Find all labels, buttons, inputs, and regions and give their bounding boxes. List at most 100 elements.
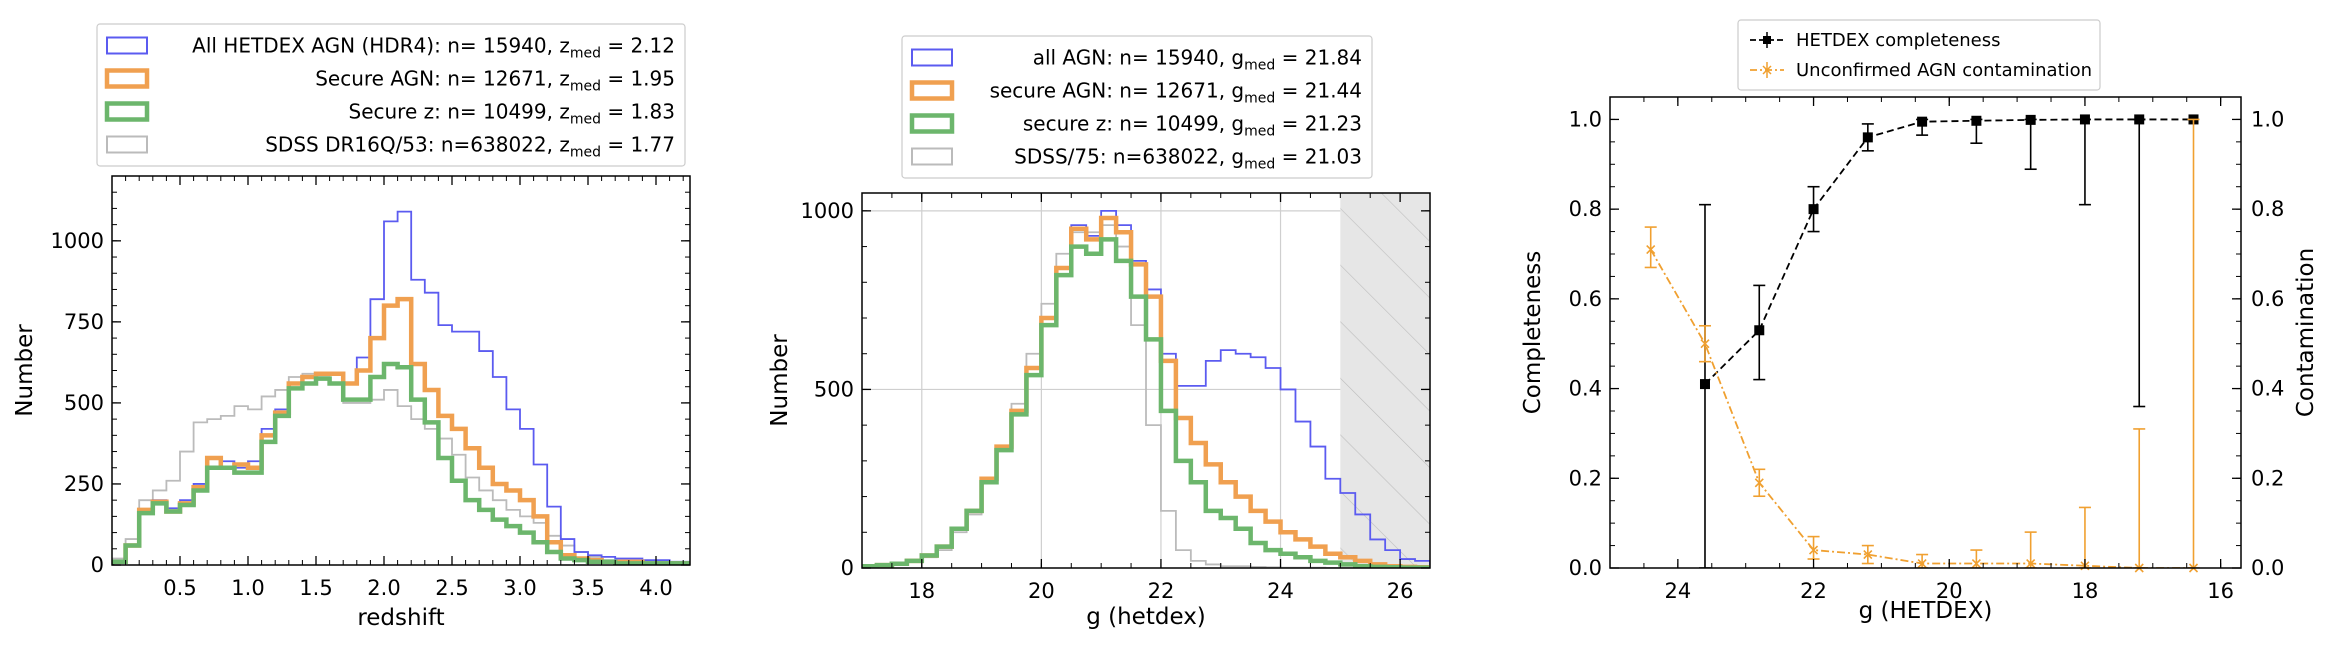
completeness-marker [2134, 114, 2145, 125]
p2-xtick-label: 20 [1936, 579, 1963, 603]
p1-frame [861, 192, 1431, 569]
contamination-marker [1700, 339, 1710, 349]
p0-ytick-label: 250 [64, 472, 104, 496]
p0-legend-label: SDSS DR16Q/53: n=638022, zmed = 1.77 [265, 133, 675, 161]
p2-legend-label: HETDEX completeness [1796, 30, 2001, 51]
completeness-marker [1699, 379, 1710, 390]
p1-legend-label: SDSS/75: n=638022, gmed = 21.03 [1014, 145, 1362, 173]
p1-legend-handle [909, 80, 955, 101]
p1-xtick-label: 22 [1148, 579, 1175, 603]
p2-ytick-label: 1.0 [1569, 107, 1602, 131]
contamination-marker [1646, 244, 1656, 255]
faint-region-hatch [1340, 193, 1430, 568]
p2-xlabel: g (HETDEX) [1859, 598, 1993, 624]
hist-all-agn [112, 210, 690, 565]
contamination-line [1649, 249, 2194, 568]
completeness-marker [2079, 114, 2090, 125]
p0-xtick-label: 3.5 [571, 576, 604, 600]
p2-ytick-label: 0.6 [1569, 287, 1602, 311]
p0-xtick-label: 2.5 [435, 576, 468, 600]
completeness-marker [1971, 115, 1982, 126]
p2-legend-box [1737, 19, 2101, 91]
contamination-marker [1754, 478, 1764, 488]
p0-frame [111, 175, 691, 566]
completeness-marker [1754, 325, 1765, 336]
p0-xtick-label: 1.5 [299, 576, 332, 600]
p2-ytick-label: 0.8 [1569, 197, 1602, 221]
p2-ytick-right-label: 0.0 [2251, 556, 2284, 580]
p2-xtick-label: 24 [1664, 579, 1691, 603]
p1-xtick-label: 18 [908, 579, 935, 603]
p0-ytick-label: 500 [64, 391, 104, 415]
p2-ytick-right-label: 0.4 [2251, 377, 2284, 401]
p1-legend-label: all AGN: n= 15940, gmed = 21.84 [1033, 46, 1362, 74]
p0-ytick-label: 1000 [51, 229, 104, 253]
contamination-marker [1971, 558, 1981, 569]
p1-ytick-label: 1000 [801, 199, 854, 223]
p0-legend-label: Secure z: n= 10499, zmed = 1.83 [349, 100, 676, 128]
p2-ytick-label: 0.0 [1569, 556, 1602, 580]
contamination-marker [1863, 549, 1873, 560]
p2-frame [1609, 96, 2242, 569]
p0-legend-handle [106, 36, 148, 55]
completeness-marker [1808, 204, 1819, 215]
completeness-marker [2025, 114, 2036, 125]
p0-legend-handle [104, 101, 150, 122]
panel-g-magnitude-histogram: 18 20 22 24 26 0 500 1000 g (hetdex) Number all AG… [767, 35, 1431, 630]
p2-ytick-label: 0.2 [1569, 466, 1602, 490]
completeness-line [1704, 118, 2194, 385]
p1-legend-box [901, 35, 1373, 179]
p1-legend-handle [911, 147, 953, 166]
p0-xtick-label: 2.0 [367, 576, 400, 600]
p0-legend-label: Secure AGN: n= 12671, zmed = 1.95 [315, 67, 675, 95]
hist-secure-z [862, 237, 1430, 568]
p0-xtick-label: 4.0 [639, 576, 672, 600]
p1-legend-label: secure AGN: n= 12671, gmed = 21.44 [990, 79, 1362, 107]
panel-redshift-histogram: 0.5 1.0 1.5 2.0 2.5 3.0 3.5 4.0 0 250 500 750 1000 re… [12, 23, 691, 631]
p2-ytick-label: 0.4 [1569, 377, 1602, 401]
p1-xtick-label: 26 [1387, 579, 1414, 603]
p2-xtick-label: 22 [1800, 579, 1827, 603]
p0-ytick-label: 750 [64, 310, 104, 334]
hist-secure-agn [112, 296, 690, 565]
p1-legend-label: secure z: n= 10499, gmed = 21.23 [1023, 112, 1362, 140]
p0-legend-handle [104, 68, 150, 89]
p1-ytick-label: 500 [814, 377, 854, 401]
hist-secure-z [112, 361, 690, 565]
p2-ytick-right-label: 0.2 [2251, 466, 2284, 490]
completeness-marker [1917, 116, 1928, 127]
contamination-marker [2026, 558, 2036, 569]
p2-ylabel-right: Contamination [2293, 248, 2319, 417]
p0-xtick-label: 1.0 [231, 576, 264, 600]
p2-legend-handle-marker [1762, 65, 1772, 75]
contamination-marker [1917, 558, 1927, 569]
p0-legend-label: All HETDEX AGN (HDR4): n= 15940, zmed = … [192, 34, 675, 62]
p2-xtick-label: 16 [2207, 579, 2234, 603]
p2-ylabel: Completeness [1520, 251, 1546, 415]
p1-xtick-label: 20 [1028, 579, 1055, 603]
p2-legend-label: Unconfirmed AGN contamination [1796, 60, 2092, 81]
p0-ytick-label: 0 [91, 553, 104, 577]
p0-xtick-label: 0.5 [163, 576, 196, 600]
p2-ytick-right-label: 0.6 [2251, 287, 2284, 311]
p1-ylabel: Number [767, 334, 793, 427]
contamination-marker [1808, 545, 1819, 555]
p1-xtick-label: 24 [1267, 579, 1294, 603]
p0-xlabel: redshift [357, 605, 444, 631]
p2-ytick-right-label: 0.8 [2251, 197, 2284, 221]
p2-legend-handle-marker [1763, 36, 1771, 44]
p1-ytick-label: 0 [841, 556, 854, 580]
panel-completeness-contamination: 24 22 20 18 16 0.0 0.2 0.4 0.6 0.8 1.0 0.0 0.2 0.4 0.6… [1520, 19, 2319, 624]
p1-xlabel: g (hetdex) [1086, 604, 1206, 630]
p2-xtick-label: 18 [2072, 579, 2099, 603]
hist-sdss [112, 372, 690, 565]
completeness-marker [1862, 132, 1873, 143]
p0-legend-box [96, 23, 686, 167]
p0-xtick-label: 3.0 [503, 576, 536, 600]
p2-ytick-right-label: 1.0 [2251, 107, 2284, 131]
p0-legend-handle [106, 135, 148, 154]
p1-legend-handle [909, 113, 955, 134]
p1-legend-handle [911, 48, 953, 67]
p0-ylabel: Number [12, 324, 38, 417]
